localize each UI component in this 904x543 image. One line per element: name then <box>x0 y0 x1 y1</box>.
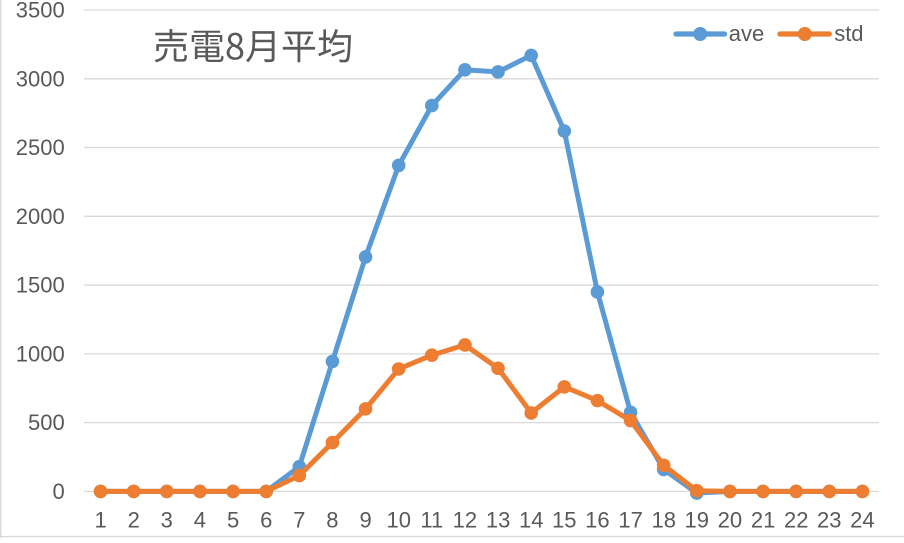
svg-text:5: 5 <box>227 508 239 533</box>
svg-text:15: 15 <box>552 508 576 533</box>
svg-text:13: 13 <box>486 508 510 533</box>
svg-text:3000: 3000 <box>16 66 65 91</box>
svg-text:16: 16 <box>585 508 609 533</box>
svg-text:14: 14 <box>519 508 543 533</box>
svg-text:1000: 1000 <box>16 342 65 367</box>
svg-text:3: 3 <box>161 508 173 533</box>
svg-text:1: 1 <box>94 508 106 533</box>
svg-text:9: 9 <box>359 508 371 533</box>
svg-text:2500: 2500 <box>16 135 65 160</box>
svg-text:10: 10 <box>386 508 410 533</box>
svg-text:2000: 2000 <box>16 204 65 229</box>
svg-text:1500: 1500 <box>16 273 65 298</box>
svg-text:ave: ave <box>729 21 764 46</box>
svg-text:std: std <box>834 21 863 46</box>
svg-text:12: 12 <box>453 508 477 533</box>
svg-text:24: 24 <box>850 508 874 533</box>
svg-text:6: 6 <box>260 508 272 533</box>
svg-text:18: 18 <box>651 508 675 533</box>
svg-text:23: 23 <box>817 508 841 533</box>
svg-text:500: 500 <box>28 410 65 435</box>
svg-text:19: 19 <box>685 508 709 533</box>
svg-text:8: 8 <box>326 508 338 533</box>
svg-text:11: 11 <box>420 508 443 533</box>
svg-text:21: 21 <box>751 508 775 533</box>
svg-text:7: 7 <box>293 508 305 533</box>
svg-text:2: 2 <box>128 508 140 533</box>
svg-text:22: 22 <box>784 508 808 533</box>
svg-text:17: 17 <box>618 508 642 533</box>
svg-text:20: 20 <box>718 508 742 533</box>
svg-text:0: 0 <box>52 479 64 504</box>
svg-text:4: 4 <box>194 508 206 533</box>
svg-text:3500: 3500 <box>16 0 65 23</box>
